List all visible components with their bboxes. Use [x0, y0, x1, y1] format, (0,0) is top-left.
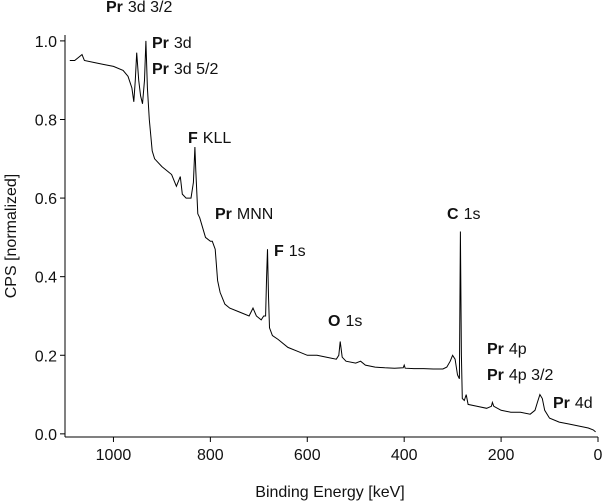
peak-annotation: F KLL [188, 130, 231, 147]
core-level: 4p 3/2 [509, 367, 554, 384]
x-tick-label: 600 [294, 447, 321, 464]
element-symbol: Pr [106, 0, 123, 16]
y-tick-label: 0.4 [35, 270, 57, 287]
element-symbol: Pr [487, 341, 504, 358]
core-level: 3d 3/2 [128, 0, 173, 16]
core-level: 1s [345, 313, 362, 330]
element-symbol: Pr [152, 35, 169, 52]
element-symbol: F [274, 243, 284, 260]
peak-annotation: Pr 3d 5/2 [152, 61, 218, 78]
peak-annotation: Pr 4p [487, 341, 527, 358]
element-symbol: Pr [215, 206, 232, 223]
x-tick-label: 0 [594, 447, 603, 464]
x-axis-label: Binding Energy [keV] [255, 484, 404, 501]
peak-annotation: Pr 3d [152, 35, 192, 52]
peak-annotation: Pr 4p 3/2 [487, 367, 553, 384]
peak-annotation: Pr MNN [215, 206, 273, 223]
x-tick-label: 800 [197, 447, 224, 464]
core-level: 1s [464, 206, 481, 223]
spectrum-line [69, 40, 596, 433]
element-symbol: Pr [487, 367, 504, 384]
x-tick-label: 400 [391, 447, 418, 464]
y-tick-label: 0.2 [35, 348, 57, 365]
core-level: 3d [174, 35, 192, 52]
x-tick-label: 1000 [96, 447, 132, 464]
peak-annotation: C 1s [447, 206, 480, 223]
y-axis-label: CPS [normalized] [3, 174, 20, 299]
element-symbol: Pr [152, 61, 169, 78]
core-level: 1s [289, 243, 306, 260]
peak-annotation: Pr 4d [553, 395, 593, 412]
y-tick-label: 1.0 [35, 34, 57, 51]
element-symbol: O [328, 313, 340, 330]
element-symbol: C [447, 206, 459, 223]
core-level: 4p [509, 341, 527, 358]
element-symbol: F [188, 130, 198, 147]
element-symbol: Pr [553, 395, 570, 412]
peak-annotation: O 1s [328, 313, 362, 330]
core-level: 4d [575, 395, 593, 412]
x-tick-label: 200 [488, 447, 515, 464]
y-tick-label: 0.0 [35, 427, 57, 444]
peak-annotation: F 1s [274, 243, 306, 260]
core-level: 3d 5/2 [174, 61, 219, 78]
peak-annotation: Pr 3d 3/2 [106, 0, 172, 16]
y-tick-label: 0.6 [35, 191, 57, 208]
y-tick-label: 0.8 [35, 112, 57, 129]
core-level: MNN [237, 206, 273, 223]
core-level: KLL [203, 130, 232, 147]
